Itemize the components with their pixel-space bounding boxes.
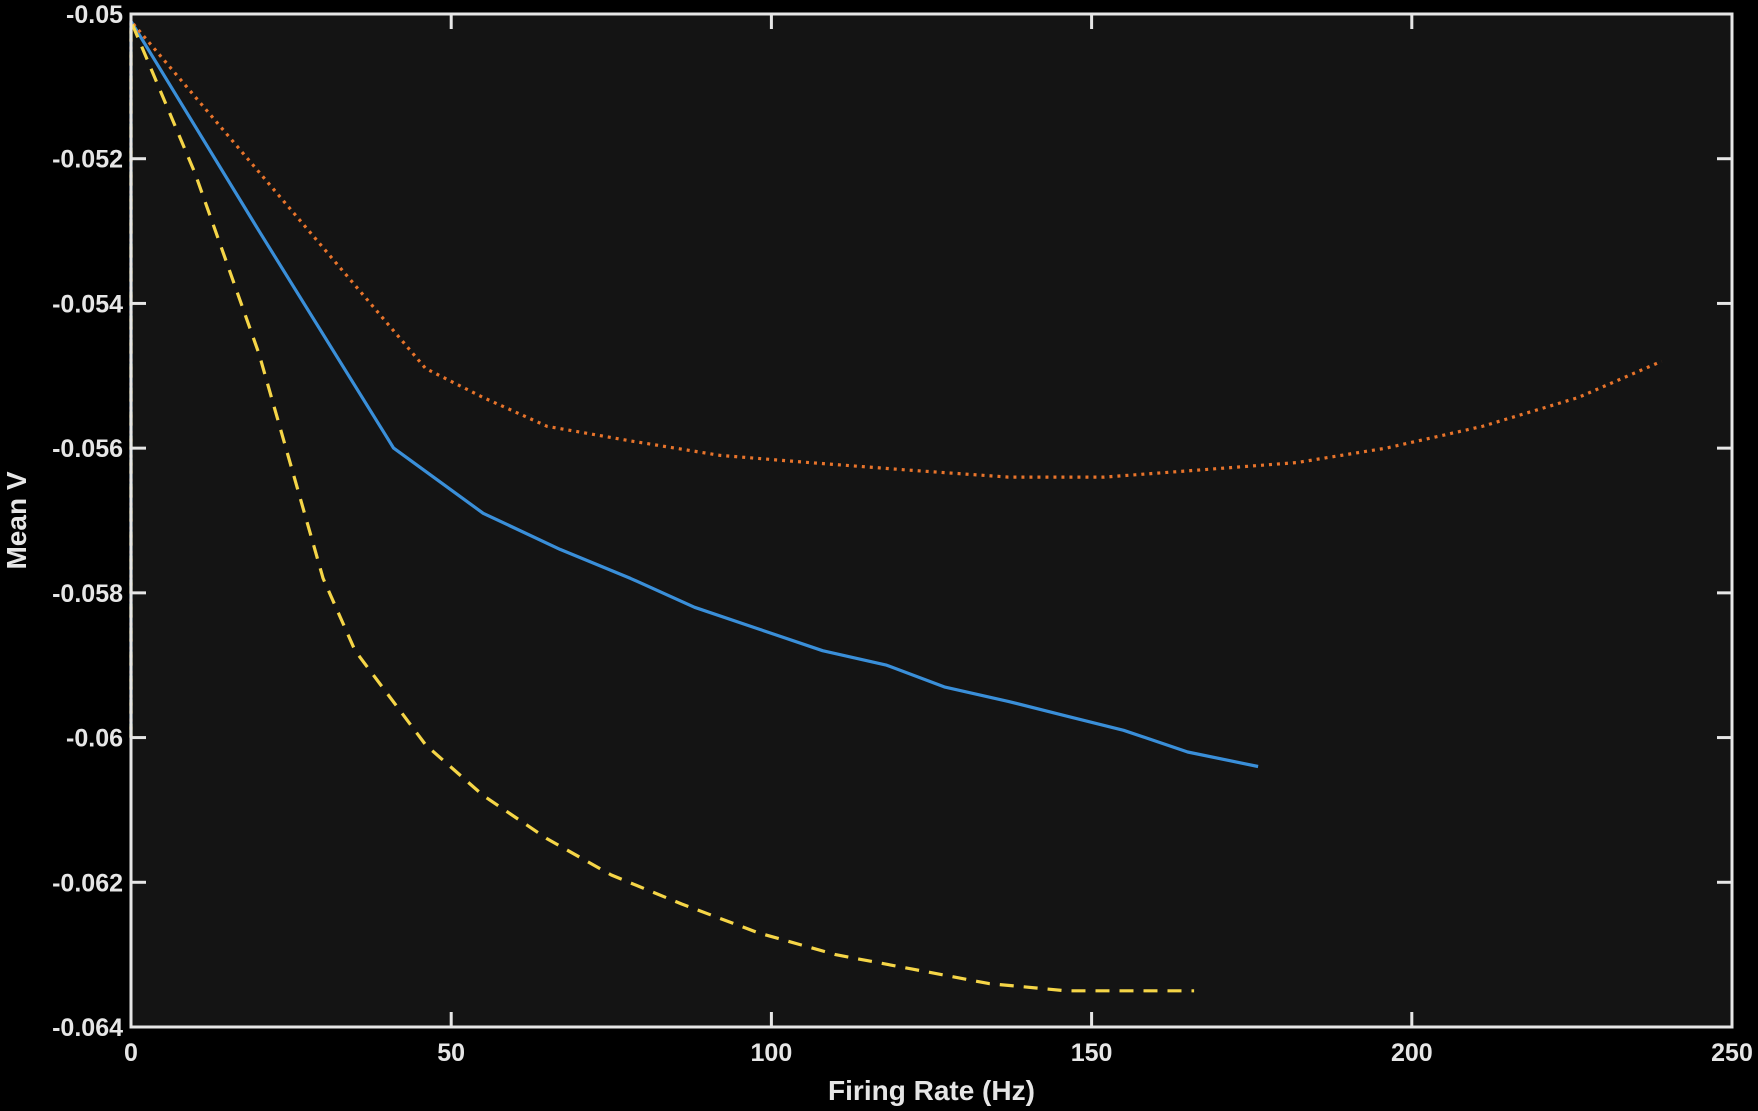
y-tick-label: -0.052 [52, 146, 123, 174]
x-tick-label: 100 [751, 1039, 793, 1067]
y-tick-label: -0.06 [66, 725, 123, 753]
y-axis-label: Mean V [1, 471, 32, 569]
y-tick-label: -0.056 [52, 435, 123, 463]
series-layer [129, 19, 1663, 993]
y-tick-label: -0.064 [52, 1014, 123, 1042]
y-tick-label: -0.05 [66, 1, 123, 29]
axes-box [129, 12, 1734, 1029]
y-tick-label: -0.054 [52, 290, 123, 318]
x-tick-label: 50 [437, 1039, 465, 1067]
x-tick-label: 150 [1071, 1039, 1113, 1067]
y-tick-label: -0.062 [52, 869, 123, 897]
series-line-1 [129, 19, 1259, 769]
x-tick-label: 0 [124, 1039, 138, 1067]
x-tick-label: 250 [1711, 1039, 1753, 1067]
ticks-layer: 0 50 100 150 200 250 -0.064 -0.062 -0.06 -0.058 -0… [52, 1, 1753, 1067]
y-tick-label: -0.058 [52, 580, 123, 608]
plot-area [131, 14, 1732, 1027]
series-line-3 [129, 19, 1195, 993]
x-tick-label: 200 [1391, 1039, 1433, 1067]
x-axis-label: Firing Rate (Hz) [828, 1075, 1035, 1106]
axes-layer [129, 12, 1734, 1029]
